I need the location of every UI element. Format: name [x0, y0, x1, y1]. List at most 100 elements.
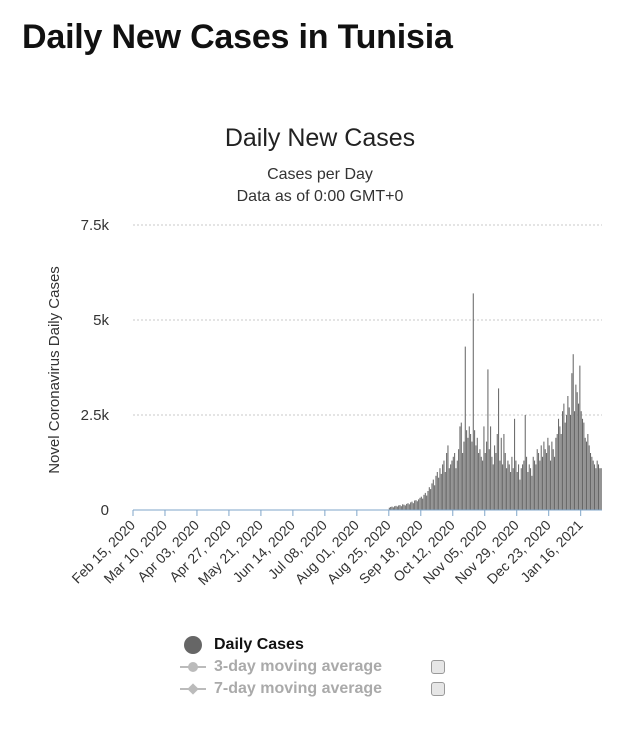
- bar-daily-cases: [426, 495, 428, 510]
- bar-daily-cases: [494, 445, 496, 510]
- line-diamond-icon: [180, 681, 208, 697]
- legend-item-daily-cases[interactable]: Daily Cases: [180, 634, 460, 656]
- bar-daily-cases: [570, 415, 572, 510]
- bar-daily-cases: [572, 354, 574, 510]
- bar-daily-cases: [535, 464, 537, 510]
- bar-daily-cases: [554, 456, 556, 510]
- chart-subtitle: Cases per Day: [267, 166, 373, 183]
- bar-daily-cases: [588, 445, 590, 510]
- checkbox-3-day[interactable]: [431, 660, 445, 674]
- bar-daily-cases: [442, 464, 444, 510]
- bar-daily-cases: [556, 434, 558, 510]
- legend-item-3-day-moving-average[interactable]: 3-day moving average: [180, 656, 460, 678]
- bar-daily-cases: [472, 293, 474, 510]
- bar-daily-cases: [579, 365, 581, 510]
- bar-daily-cases: [444, 472, 446, 510]
- bar-daily-cases: [404, 505, 406, 510]
- bar-daily-cases: [502, 464, 504, 510]
- bar-daily-cases: [459, 426, 461, 510]
- bar-daily-cases: [479, 449, 481, 510]
- bar-daily-cases: [490, 426, 492, 510]
- bar-daily-cases: [552, 449, 554, 510]
- bar-daily-cases: [443, 460, 445, 510]
- y-tick-label: 5k: [93, 312, 109, 329]
- legend-item-7-day-moving-average[interactable]: 7-day moving average: [180, 678, 460, 700]
- bar-daily-cases: [487, 369, 489, 510]
- bar-daily-cases: [408, 504, 410, 510]
- bar-daily-cases: [448, 468, 450, 510]
- bar-daily-cases: [528, 464, 530, 510]
- bar-daily-cases: [531, 475, 533, 510]
- bar-daily-cases: [399, 505, 401, 510]
- bar-daily-cases: [398, 505, 400, 510]
- bar-daily-cases: [480, 456, 482, 510]
- bar-daily-cases: [524, 415, 526, 510]
- bar-daily-cases: [388, 507, 390, 510]
- bar-daily-cases: [498, 388, 500, 510]
- bar-daily-cases: [446, 453, 448, 510]
- bar-daily-cases: [432, 479, 434, 510]
- bar-daily-cases: [598, 464, 600, 510]
- bar-daily-cases: [435, 475, 437, 510]
- bar-daily-cases: [496, 434, 498, 510]
- bar-daily-cases: [575, 384, 577, 510]
- bar-daily-cases: [506, 468, 508, 510]
- bar-daily-cases: [495, 453, 497, 510]
- bar-daily-cases: [416, 501, 418, 510]
- bar-daily-cases: [434, 485, 436, 510]
- bar-daily-cases: [592, 460, 594, 510]
- checkbox-7-day[interactable]: [431, 682, 445, 696]
- bar-daily-cases: [539, 460, 541, 510]
- bar-daily-cases: [422, 498, 424, 510]
- bar-daily-cases: [395, 505, 397, 510]
- bar-daily-cases: [452, 456, 454, 510]
- bar-daily-cases: [462, 453, 464, 510]
- bar-daily-cases: [526, 456, 528, 510]
- bar-daily-cases: [440, 473, 442, 510]
- bar-daily-cases: [587, 434, 589, 510]
- bar-daily-cases: [522, 464, 524, 510]
- bar-daily-cases: [523, 460, 525, 510]
- y-axis-label: Novel Coronavirus Daily Cases: [46, 266, 63, 474]
- bar-daily-cases: [436, 472, 438, 510]
- bar-daily-cases: [536, 449, 538, 510]
- bar-daily-cases: [463, 441, 465, 510]
- chart-title: Daily New Cases: [225, 124, 415, 152]
- bar-daily-cases: [558, 418, 560, 510]
- chart-legend: Daily Cases 3-day moving average 7-day m…: [180, 634, 460, 700]
- bar-daily-cases: [428, 487, 430, 510]
- bar-daily-cases: [560, 434, 562, 510]
- bar-daily-cases: [414, 500, 416, 510]
- bar-daily-cases: [430, 489, 432, 510]
- bar-daily-cases: [595, 468, 597, 510]
- bar-daily-cases: [456, 460, 458, 510]
- grid-lines: [133, 224, 602, 416]
- bar-daily-cases: [464, 346, 466, 510]
- legend-label: Daily Cases: [214, 636, 304, 653]
- bar-daily-cases: [559, 426, 561, 510]
- bar-daily-cases: [544, 449, 546, 510]
- bar-daily-cases: [488, 449, 490, 510]
- bar-daily-cases: [484, 453, 486, 510]
- bar-daily-cases: [455, 468, 457, 510]
- bar-daily-cases: [507, 460, 509, 510]
- bar-daily-cases: [566, 415, 568, 510]
- bar-series-daily-cases: [388, 293, 602, 510]
- bar-daily-cases: [423, 494, 425, 510]
- bar-daily-cases: [503, 434, 505, 510]
- bar-daily-cases: [519, 479, 521, 510]
- bar-daily-cases: [396, 506, 398, 510]
- bar-daily-cases: [548, 445, 550, 510]
- bar-daily-cases: [391, 506, 393, 510]
- bar-daily-cases: [580, 411, 582, 510]
- bar-daily-cases: [547, 437, 549, 510]
- bar-daily-cases: [403, 504, 405, 510]
- bar-daily-cases: [491, 456, 493, 510]
- bar-daily-cases: [568, 407, 570, 510]
- bar-daily-cases: [578, 403, 580, 510]
- bar-daily-cases: [582, 418, 584, 510]
- bar-daily-cases: [518, 464, 520, 510]
- bar-daily-cases: [504, 453, 506, 510]
